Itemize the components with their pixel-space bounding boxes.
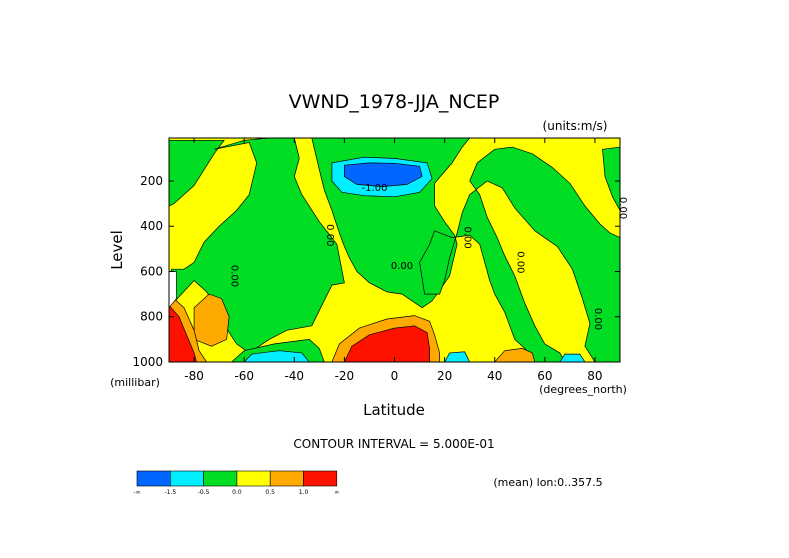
legend-label: 1.0 bbox=[299, 489, 309, 496]
y-tick-label: 400 bbox=[140, 219, 163, 233]
contour-value-label: 0.00 bbox=[514, 251, 525, 273]
legend-swatch bbox=[236, 470, 271, 487]
legend-swatch bbox=[136, 470, 171, 487]
legend-label: 0.5 bbox=[265, 489, 275, 496]
legend-swatch bbox=[203, 470, 238, 487]
x-tick-label: -60 bbox=[234, 369, 254, 383]
contour-value-label: 0.00 bbox=[462, 226, 473, 248]
legend-label: ∞ bbox=[334, 489, 339, 496]
legend-swatch bbox=[170, 470, 204, 487]
x-tick-label: 20 bbox=[437, 369, 452, 383]
y-tick-label: 600 bbox=[140, 264, 163, 278]
units-label: (units:m/s) bbox=[543, 119, 608, 133]
y-axis-label: Level bbox=[108, 230, 126, 270]
y-tick-label: 200 bbox=[140, 174, 163, 188]
y-tick-label: 1000 bbox=[132, 355, 163, 369]
contour-label-layer: -1.00 0.00 0.00 0.00 0.00 0.00 0.00 0.00 bbox=[229, 183, 628, 330]
contour-fill-layer bbox=[168, 137, 621, 363]
x-tick-label: 80 bbox=[587, 369, 602, 383]
contour-interval-text: CONTOUR INTERVAL = 5.000E-01 bbox=[293, 437, 494, 451]
legend-label: -∞ bbox=[133, 489, 140, 496]
x-axis-label: Latitude bbox=[363, 401, 425, 419]
legend-label: 0.0 bbox=[232, 489, 242, 496]
y-unit-label: (millibar) bbox=[110, 376, 160, 389]
mean-text: (mean) lon:0..357.5 bbox=[493, 476, 602, 489]
contour-region bbox=[344, 162, 423, 187]
x-tick-label: -20 bbox=[335, 369, 355, 383]
contour-value-label: 0.00 bbox=[391, 261, 413, 272]
contour-region bbox=[193, 293, 230, 347]
contour-region bbox=[419, 146, 621, 363]
x-axis: -80 -60 -40 -20 0 20 40 60 80 bbox=[184, 138, 603, 383]
contour-value-label: 0.00 bbox=[324, 224, 335, 246]
contour-region bbox=[602, 146, 621, 211]
x-tick-label: -80 bbox=[184, 369, 204, 383]
y-tick-label: 800 bbox=[140, 310, 163, 324]
color-legend: -∞ -1.5 -0.5 0.0 0.5 1.0 ∞ bbox=[133, 470, 339, 496]
contour-value-label: 0.00 bbox=[592, 308, 603, 330]
y-axis: 200 400 600 800 1000 bbox=[132, 174, 620, 369]
contour-value-label: -1.00 bbox=[362, 183, 388, 194]
legend-label: -0.5 bbox=[198, 489, 210, 496]
x-tick-label: 60 bbox=[537, 369, 552, 383]
x-tick-label: -40 bbox=[284, 369, 304, 383]
contour-region bbox=[343, 325, 430, 363]
x-tick-label: 0 bbox=[391, 369, 399, 383]
contour-value-label: 0.00 bbox=[617, 197, 628, 219]
legend-swatch bbox=[303, 470, 338, 487]
contour-value-label: 0.00 bbox=[229, 265, 240, 287]
legend-label: -1.5 bbox=[164, 489, 176, 496]
x-tick-label: 40 bbox=[487, 369, 502, 383]
x-unit-label: (degrees_north) bbox=[539, 383, 627, 396]
legend-swatch bbox=[269, 470, 304, 487]
chart-title: VWND_1978-JJA_NCEP bbox=[289, 91, 500, 113]
